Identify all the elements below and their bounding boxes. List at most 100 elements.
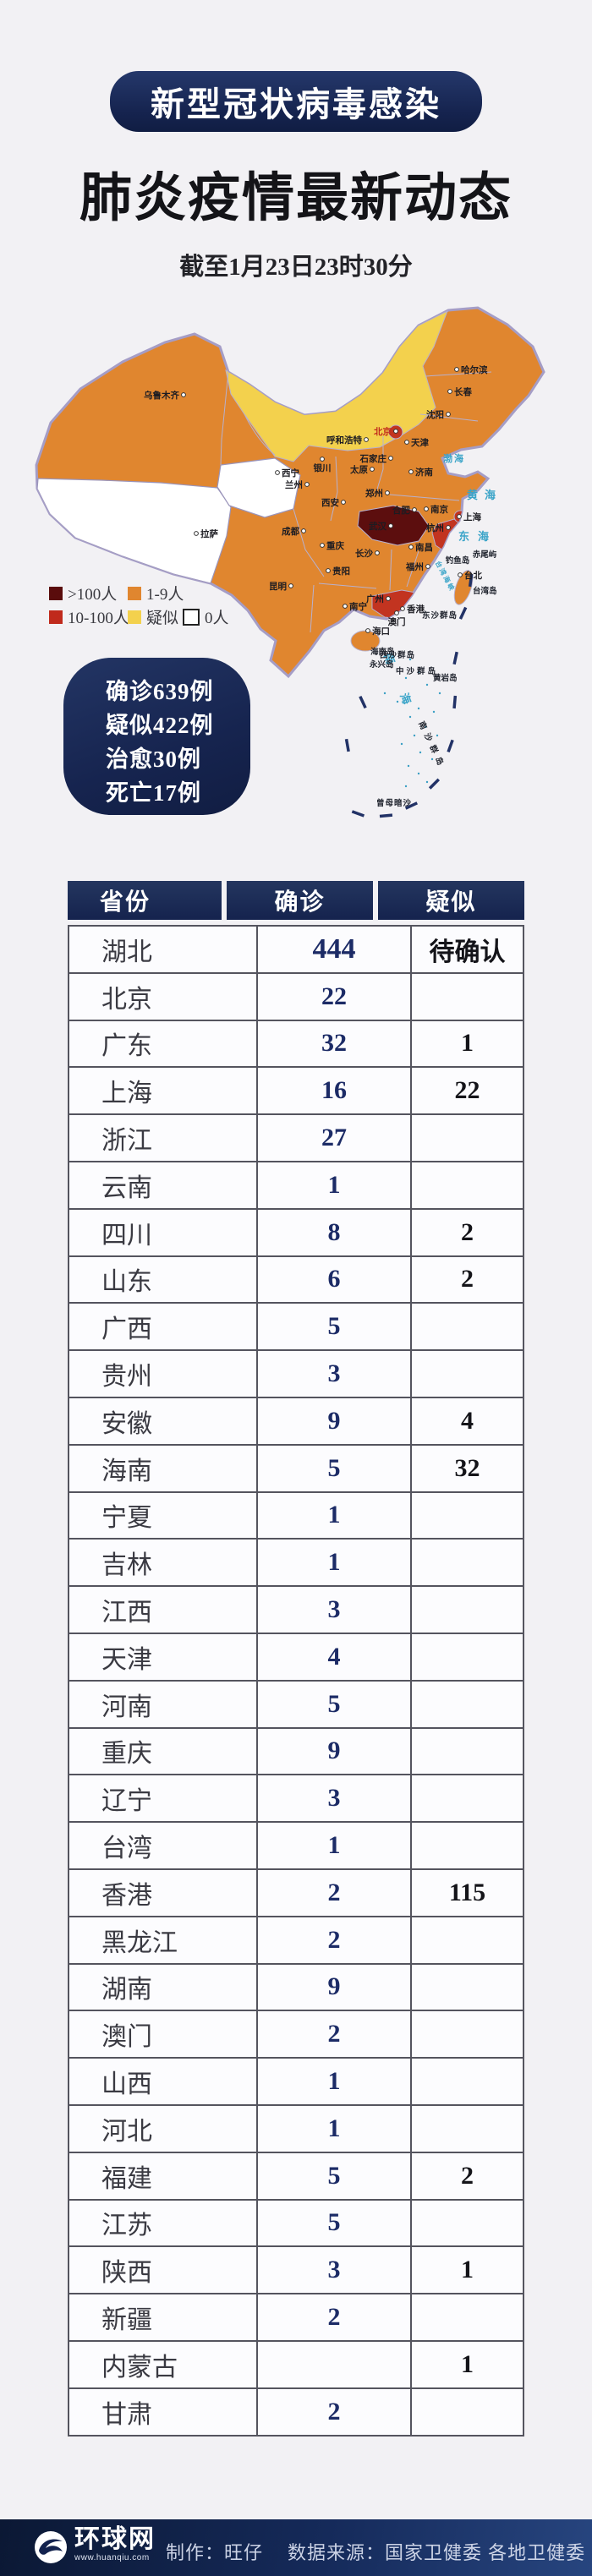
province-cell: 北京: [68, 971, 258, 1021]
confirmed-cell: 9: [256, 1396, 412, 1446]
nine-dash-line: [344, 573, 474, 818]
sea-label: 渤海: [443, 452, 465, 464]
city-dot: [320, 543, 325, 548]
table-row: 香港 2 115: [68, 1868, 524, 1917]
confirmed-cell: 4: [256, 1632, 412, 1682]
table-row: 上海 16 22: [68, 1066, 524, 1116]
data-source-text: 数据来源：国家卫健委 各地卫健委: [288, 2542, 586, 2563]
city-dot: [301, 528, 306, 533]
summary-line: 确诊639例: [106, 679, 214, 704]
city-label: 北京: [374, 426, 392, 437]
city-dot: [447, 389, 452, 394]
confirmed-cell: 1: [256, 1490, 412, 1540]
city-label: 杭州: [426, 522, 444, 533]
city-label: 天津: [411, 437, 429, 448]
legend-label: 疑似: [146, 610, 179, 627]
city-dot: [424, 506, 429, 511]
province-cell: 澳门: [68, 2010, 258, 2059]
city-label: 南宁: [349, 601, 367, 612]
legend-label: 0人: [205, 610, 229, 627]
province-cell: 山东: [68, 1255, 258, 1304]
table-row: 台湾 1: [68, 1821, 524, 1870]
city-dot: [385, 490, 390, 495]
suspected-cell: 2: [410, 2151, 524, 2201]
province-cell: 辽宁: [68, 1774, 258, 1824]
as-of-date: 截至1月23日23时30分: [179, 254, 413, 281]
suspected-cell: 22: [410, 1066, 524, 1116]
city-dot: [364, 437, 369, 442]
city-label: 上海: [463, 511, 481, 522]
province-cell: 重庆: [68, 1726, 258, 1776]
city-dot: [275, 470, 280, 475]
suspected-cell: [410, 1774, 524, 1824]
city-label: 长春: [454, 386, 472, 397]
suspected-cell: [410, 2103, 524, 2153]
province-cell: 香港: [68, 1868, 258, 1917]
city-dot: [288, 583, 293, 588]
confirmed-cell: 3: [256, 2245, 412, 2295]
confirmed-cell: 5: [256, 2198, 412, 2248]
city-label: 广州: [366, 593, 384, 604]
city-label: 郑州: [365, 488, 383, 499]
confirmed-cell: 32: [256, 1019, 412, 1069]
table-row: 海南 5 32: [68, 1443, 524, 1493]
confirmed-cell: 3: [256, 1774, 412, 1824]
page-title: 肺炎疫情最新动态: [79, 169, 513, 227]
region-tibet: [36, 478, 232, 584]
suspected-cell: [410, 1349, 524, 1398]
confirmed-cell: 6: [256, 1255, 412, 1304]
legend-swatch-gt100: [49, 586, 63, 600]
confirmed-cell: 16: [256, 1066, 412, 1116]
huanqiu-logo-icon: [35, 2531, 67, 2563]
province-cell: 吉林: [68, 1538, 258, 1588]
confirmed-cell: 27: [256, 1113, 412, 1162]
city-label: 海口: [372, 626, 390, 637]
table-body: 湖北 444 待确认 北京 22 广东 32 1 上海 16 22 浙江 27 云南 1 四川 8 2 山东 6 2 广西…: [68, 925, 524, 2437]
table-row: 北京 22: [68, 971, 524, 1021]
province-cell: 陕西: [68, 2245, 258, 2295]
city-label: 太原: [349, 464, 368, 475]
table-row: 新疆 2: [68, 2293, 524, 2342]
table-row: 湖北 444 待确认: [68, 925, 524, 974]
city-label: 兰州: [285, 479, 303, 490]
confirmed-cell: 1: [256, 1821, 412, 1870]
island-label: 曾母暗沙: [376, 798, 412, 808]
city-dot: [365, 628, 370, 633]
city-dot: [446, 525, 451, 530]
city-dot: [326, 568, 331, 573]
city-label: 香港: [406, 604, 425, 615]
confirmed-cell: [256, 2339, 412, 2389]
confirmed-cell: 9: [256, 1962, 412, 2012]
legend-swatch-10to100: [49, 610, 63, 624]
legend-label: 10-100人: [68, 610, 129, 627]
province-cell: 台湾: [68, 1821, 258, 1870]
table-header-suspected: 疑似: [378, 881, 524, 920]
table-row: 宁夏 1: [68, 1490, 524, 1540]
legend-swatch-zero: [183, 608, 200, 626]
city-label: 呼和浩特: [326, 435, 362, 446]
province-cell: 安徽: [68, 1396, 258, 1446]
table-row: 天津 4: [68, 1632, 524, 1682]
confirmed-cell: 2: [256, 2010, 412, 2059]
confirmed-cell: 2: [256, 1915, 412, 1965]
credit-text: 制作：旺仔: [166, 2542, 264, 2563]
suspected-cell: [410, 1679, 524, 1729]
confirmed-cell: 5: [256, 1443, 412, 1493]
city-label: 澳门: [388, 616, 406, 627]
footer-bar: 环球网 www.huanqiu.com 制作：旺仔 数据来源：国家卫健委 各地卫…: [0, 2519, 592, 2576]
city-dot: [454, 367, 459, 372]
table-row: 安徽 9 4: [68, 1396, 524, 1446]
province-cell: 甘肃: [68, 2387, 258, 2437]
suspected-cell: 115: [410, 1868, 524, 1917]
suspected-cell: [410, 1585, 524, 1634]
confirmed-cell: 1: [256, 1160, 412, 1210]
province-cell: 天津: [68, 1632, 258, 1682]
suspected-cell: [410, 1302, 524, 1352]
confirmed-cell: 5: [256, 1679, 412, 1729]
confirmed-cell: 1: [256, 2103, 412, 2153]
confirmed-cell: 9: [256, 1726, 412, 1776]
region-taiwan: [453, 570, 474, 605]
province-cell: 新疆: [68, 2293, 258, 2342]
legend-swatch-suspected: [128, 610, 141, 624]
